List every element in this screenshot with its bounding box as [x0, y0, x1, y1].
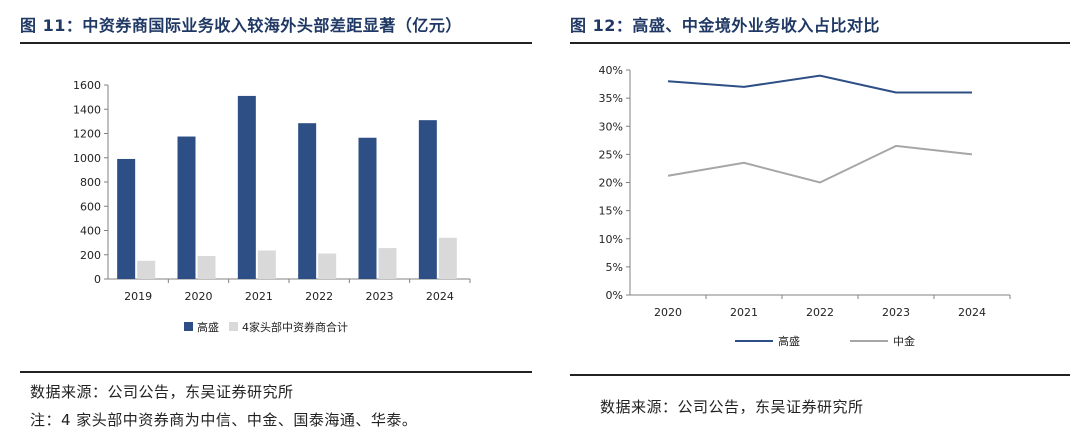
bar-cn-brokers: [257, 250, 276, 279]
x-tick-label: 2022: [305, 290, 333, 303]
x-tick-label: 2024: [426, 290, 454, 303]
title-rule: [570, 42, 1070, 44]
bar-goldman: [418, 120, 437, 279]
bar-cn-brokers: [137, 260, 156, 279]
y-tick-label: 30%: [599, 120, 623, 133]
y-tick-label: 800: [80, 176, 101, 189]
bar-goldman: [117, 158, 136, 279]
y-tick-label: 1000: [73, 152, 101, 165]
source-rule: [20, 371, 532, 373]
data-source-text: 数据来源：公司公告，东吴证券研究所: [600, 398, 864, 416]
legend-swatch: [229, 322, 238, 331]
y-tick-label: 1400: [73, 103, 101, 116]
x-tick-label: 2024: [958, 306, 986, 319]
bar-cn-brokers: [438, 237, 457, 279]
bar-goldman: [177, 136, 196, 279]
legend-label: 高盛: [197, 320, 219, 334]
bar-cn-brokers: [318, 253, 337, 279]
y-tick-label: 15%: [599, 205, 623, 218]
figure-12-title: 图 12：高盛、中金境外业务收入占比对比: [570, 16, 880, 35]
y-tick-label: 400: [80, 225, 101, 238]
x-tick-label: 2021: [245, 290, 273, 303]
figure-11-title: 图 11：中资券商国际业务收入较海外头部差距显著（亿元）: [20, 16, 462, 35]
bar-cn-brokers: [197, 255, 216, 279]
x-tick-label: 2020: [654, 306, 682, 319]
y-tick-label: 1600: [73, 79, 101, 92]
bar-chart: 0 200 400 600 800 1000 1200 1400 1600 2019 2020 202…: [73, 79, 471, 334]
y-tick-label: 25%: [599, 148, 623, 161]
x-tick-label: 2023: [882, 306, 910, 319]
source-rule: [570, 374, 1070, 376]
x-tick-label: 2019: [124, 290, 152, 303]
y-tick-label: 40%: [599, 64, 623, 77]
y-tick-label: 35%: [599, 92, 623, 105]
y-tick-label: 1200: [73, 128, 101, 141]
figure-11-panel: 图 11：中资券商国际业务收入较海外头部差距显著（亿元） 0 200 400 600 8…: [20, 16, 532, 429]
bar-goldman: [298, 123, 317, 279]
y-tick-label: 600: [80, 200, 101, 213]
legend-label: 中金: [893, 334, 915, 348]
y-tick-label: 20%: [599, 177, 623, 190]
legend-label: 4家头部中资券商合计: [242, 320, 348, 334]
x-tick-label: 2022: [806, 306, 834, 319]
y-tick-label: 5%: [606, 261, 623, 274]
series-line-goldman: [667, 74, 972, 94]
title-rule: [20, 42, 532, 44]
x-tick-label: 2023: [366, 290, 394, 303]
y-tick-label: 0: [94, 273, 101, 286]
x-tick-label: 2020: [185, 290, 213, 303]
y-tick-label: 0%: [606, 289, 623, 302]
legend-label: 高盛: [778, 334, 800, 348]
bar-goldman: [237, 95, 256, 279]
series-line-cicc: [667, 144, 973, 184]
data-source-text: 数据来源：公司公告，东吴证券研究所: [30, 383, 294, 401]
x-tick-label: 2021: [730, 306, 758, 319]
line-chart: 0% 5% 10% 15% 20% 25% 30% 35% 40% 2020 2021 2022 202…: [599, 64, 1011, 348]
legend-swatch: [184, 322, 193, 331]
y-tick-label: 10%: [599, 233, 623, 246]
bar-cn-brokers: [378, 248, 397, 279]
figure-12-panel: 图 12：高盛、中金境外业务收入占比对比 0% 5% 10% 15% 20% 25% 30%…: [560, 0, 1080, 447]
bar-goldman: [358, 137, 377, 279]
footnote-text: 注：4 家头部中资券商为中信、中金、国泰海通、华泰。: [30, 411, 418, 429]
y-tick-label: 200: [80, 249, 101, 262]
